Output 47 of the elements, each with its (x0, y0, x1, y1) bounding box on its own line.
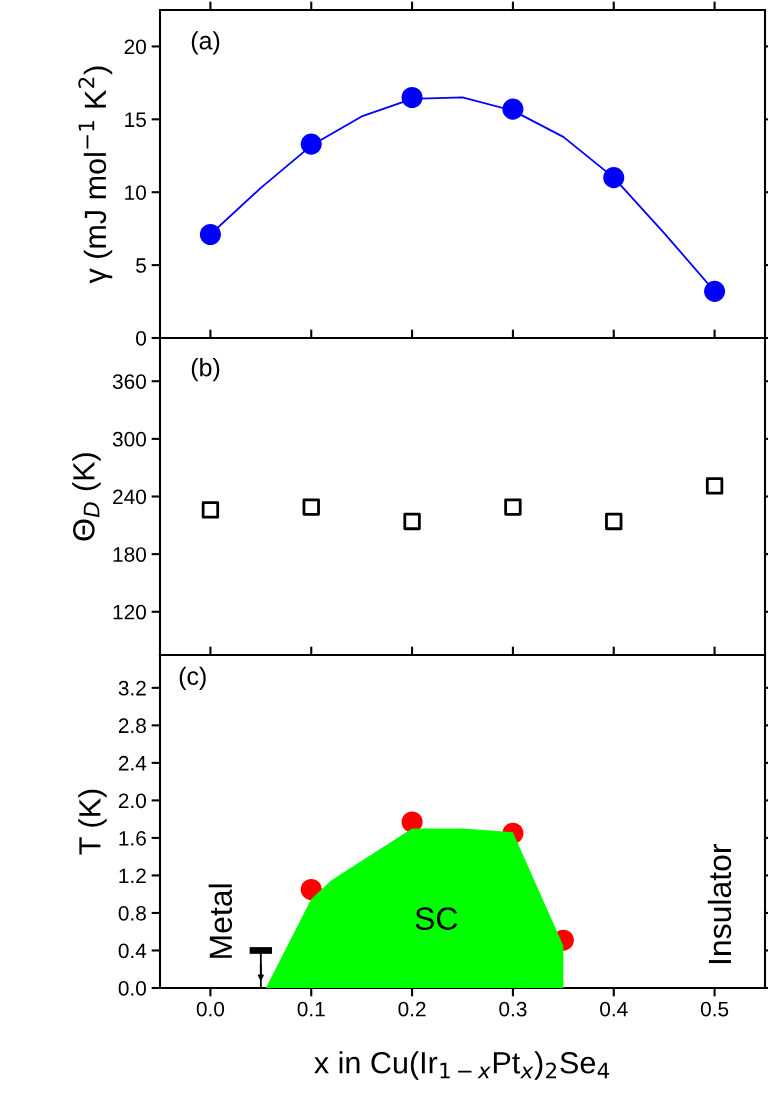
y-tick-label: 15 (125, 112, 146, 128)
y-tick-label: 1.2 (119, 868, 146, 883)
y-tick-label: 1.6 (119, 830, 146, 846)
y-tick-label: 10 (125, 185, 146, 200)
annotation: (a) (191, 31, 220, 55)
x-tick-label: 0.1 (297, 1001, 325, 1017)
point (704, 280, 726, 302)
y-tick-label: 0.4 (118, 943, 147, 959)
point (605, 512, 623, 531)
y-tick-label: 180 (113, 547, 146, 562)
point (300, 133, 322, 155)
x-tick-label: 0.0 (196, 1001, 225, 1017)
x-axis-title: x in Cu(Ir$_{1−x}$Pt$_{x}$)$_{2}$Se$_{4}$ (314, 1051, 610, 1080)
point (199, 223, 221, 246)
y-axis-title: γ (mJ mol$^{−1}$ K$^{2}$) (78, 66, 113, 284)
y-tick-label: 0 (136, 331, 146, 346)
point (403, 512, 421, 531)
x-tick-label: 0.2 (398, 1001, 426, 1017)
point (302, 498, 320, 516)
y-tick-label: 240 (113, 489, 146, 505)
annotation: Metal (208, 884, 233, 958)
annotation: Insulator (707, 844, 732, 964)
y-tick-label: 0.0 (118, 981, 146, 996)
point (502, 98, 524, 120)
y-axis-title: T (K) (78, 789, 107, 855)
y-tick-label: 300 (112, 431, 146, 447)
y-tick-label: 5 (136, 258, 146, 273)
annotation: SC (415, 907, 458, 930)
y-tick-label: 2.0 (118, 793, 146, 809)
y-tick-label: 360 (112, 374, 146, 389)
x-tick-label: 0.3 (499, 1001, 527, 1017)
point (401, 86, 423, 108)
annotation: (c) (179, 666, 206, 690)
y-tick-label: 20 (124, 39, 146, 55)
x-tick-label: 0.5 (700, 1001, 729, 1017)
point (504, 498, 522, 516)
y-tick-label: 2.8 (118, 718, 146, 734)
point (705, 477, 724, 495)
y-axis-title: Θ$_{D}$ (K) (72, 453, 101, 541)
y-tick-label: 3.2 (118, 680, 146, 696)
point (603, 167, 625, 189)
annotation: (b) (191, 358, 220, 382)
x-tick-label: 0.4 (600, 1001, 628, 1017)
y-tick-label: 120 (113, 604, 146, 620)
y-tick-label: 0.8 (118, 905, 146, 921)
y-tick-label: 2.4 (118, 755, 147, 771)
point (201, 501, 220, 519)
